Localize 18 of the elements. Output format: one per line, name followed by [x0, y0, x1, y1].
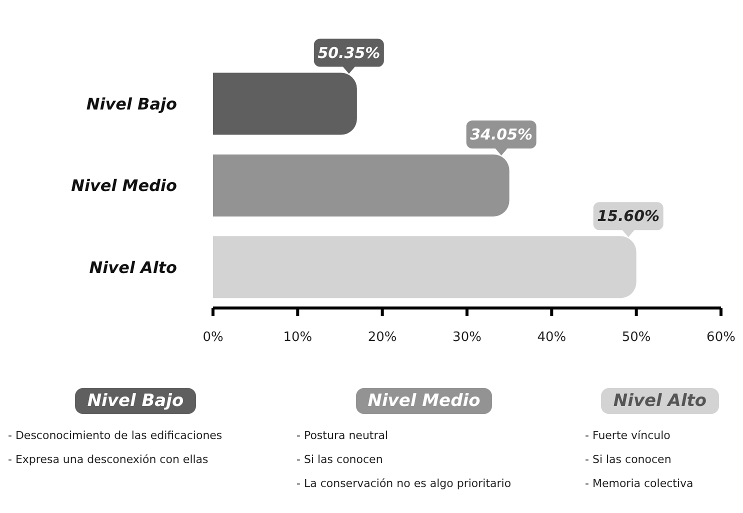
x-tick-label: 30%: [452, 330, 482, 346]
x-tick-label: 40%: [537, 330, 566, 346]
x-tick-label: 0%: [202, 330, 224, 346]
category-label: Nivel Medio: [368, 391, 480, 411]
x-tick-label: 10%: [283, 330, 312, 346]
x-tick-label: 20%: [368, 330, 397, 346]
x-tick-label: 50%: [622, 330, 651, 346]
text: - Fuerte vínculo - Si las conocen - Memoria colectiva: [585, 428, 694, 492]
y-tick-label: Nivel Medio: [71, 176, 177, 196]
annotation: 15.60%: [597, 207, 660, 226]
annotation: 34.05%: [470, 125, 533, 144]
category-label: Nivel Alto: [613, 391, 707, 411]
y-tick-label: Nivel Alto: [89, 258, 178, 277]
text: - Postura neutral - Si las conocen - La conservación no es algo prioritario: [296, 428, 512, 492]
annotation: 50.35%: [318, 44, 380, 62]
text: - Desconocimiento de las edificaciones - Expresa una desconexión con ellas: [8, 428, 222, 468]
y-tick-label: Nivel Bajo: [86, 94, 177, 114]
x-tick-label: 60%: [706, 330, 736, 346]
